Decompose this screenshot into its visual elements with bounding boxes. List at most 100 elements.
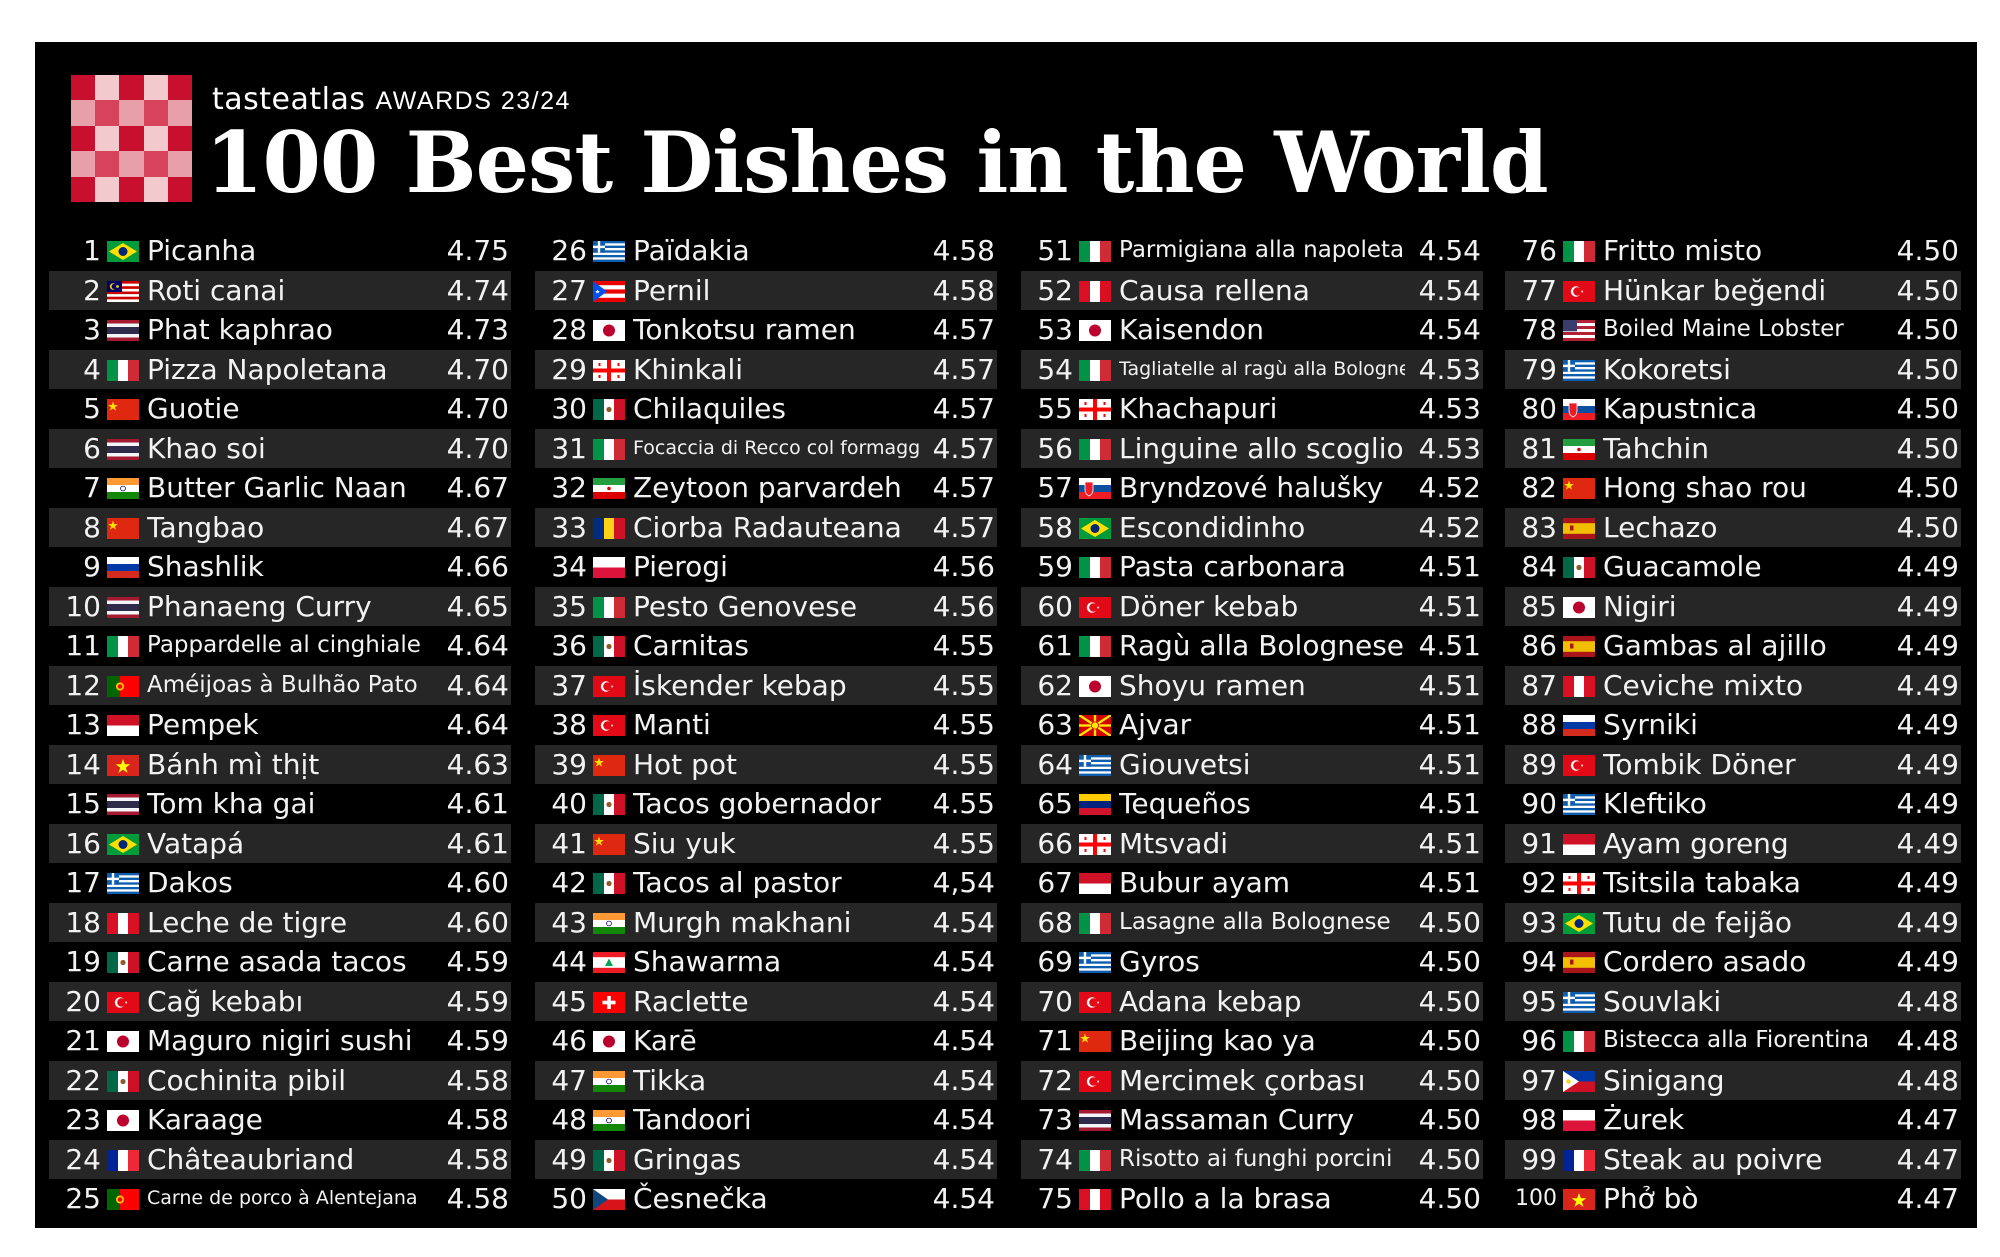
rank-number: 3 <box>83 313 101 346</box>
list-item: 4 Pizza Napoletana 4.70 <box>49 349 511 389</box>
dish-score: 4.60 <box>446 905 509 939</box>
dish-name: Souvlaki <box>1603 984 1722 1018</box>
rank-number: 23 <box>65 1103 101 1136</box>
dish-name: Hünkar beğendi <box>1603 273 1827 307</box>
rank-number: 31 <box>551 431 587 465</box>
rank-number: 72 <box>1037 1063 1073 1097</box>
dish-name: Tsitsila tabaka <box>1603 866 1801 899</box>
dish-score: 4.50 <box>1896 392 1959 425</box>
list-item: 19 Carne asada tacos 4.59 <box>49 942 511 982</box>
flag-france-icon <box>1563 1149 1595 1171</box>
rank-number: 19 <box>65 945 101 978</box>
list-item: 42 Tacos al pastor 4,54 <box>535 863 997 903</box>
flag-turkey-icon <box>1079 596 1111 618</box>
dish-name: Kokoretsi <box>1603 352 1731 386</box>
dish-score: 4.50 <box>1896 273 1959 307</box>
dish-name: Zeytoon parvardeh <box>633 471 902 504</box>
dish-score: 4.57 <box>932 431 995 465</box>
rank-number: 67 <box>1037 866 1073 899</box>
dish-score: 4.55 <box>932 708 995 741</box>
dish-score: 4.49 <box>1896 787 1959 820</box>
rank-number: 59 <box>1037 550 1073 583</box>
rank-number: 99 <box>1521 1142 1557 1176</box>
list-item: 13 Pempek 4.64 <box>49 705 511 745</box>
dish-name: Pappardelle al cinghiale <box>147 632 421 658</box>
flag-italy-icon <box>593 438 625 460</box>
rank-number: 5 <box>83 392 101 425</box>
dish-score: 4.49 <box>1896 668 1959 702</box>
dish-score: 4.61 <box>446 787 509 820</box>
flag-turkey-icon <box>593 715 625 736</box>
flag-vietnam-icon <box>107 754 139 776</box>
dish-score: 4.74 <box>446 273 509 307</box>
rank-number: 51 <box>1037 234 1073 267</box>
ranking-panel: tasteatlas AWARDS 23/24 100 Best Dishes … <box>35 42 1977 1228</box>
dish-name: Tacos al pastor <box>633 866 842 899</box>
list-item: 95 Souvlaki 4.48 <box>1505 981 1961 1021</box>
list-item: 85 Nigiri 4.49 <box>1505 586 1961 626</box>
flag-portugal-icon <box>107 1189 139 1210</box>
flag-mexico-icon <box>593 1149 625 1171</box>
dish-score: 4.57 <box>932 392 995 425</box>
dish-score: 4.49 <box>1896 550 1959 583</box>
dish-name: Guacamole <box>1603 550 1762 583</box>
dish-name: Carne asada tacos <box>147 945 407 978</box>
rank-number: 20 <box>65 984 101 1018</box>
rank-number: 43 <box>551 905 587 939</box>
dish-name: Massaman Curry <box>1119 1103 1355 1136</box>
dish-score: 4.50 <box>1896 234 1959 267</box>
rank-number: 17 <box>65 866 101 899</box>
dish-score: 4.51 <box>1418 866 1481 899</box>
flag-slovakia-icon <box>1079 478 1111 499</box>
rank-number: 65 <box>1037 787 1073 820</box>
rank-number: 18 <box>65 905 101 939</box>
rank-number: 4 <box>83 352 101 386</box>
dish-score: 4.55 <box>932 787 995 820</box>
dish-score: 4.49 <box>1896 589 1959 623</box>
rank-number: 55 <box>1037 392 1073 425</box>
list-item: 58 Escondidinho 4.52 <box>1021 507 1483 547</box>
dish-score: 4.54 <box>1418 273 1481 307</box>
rank-number: 32 <box>551 471 587 504</box>
flag-slovakia-icon <box>1563 399 1595 420</box>
flag-vietnam-icon <box>1563 1189 1595 1210</box>
dish-name: Risotto ai funghi porcini <box>1119 1145 1393 1172</box>
list-item: 98 Żurek 4.47 <box>1505 1100 1961 1140</box>
list-item: 55 Khachapuri 4.53 <box>1021 389 1483 429</box>
dish-name: Maguro nigiri sushi <box>147 1024 413 1057</box>
dish-name: Lechazo <box>1603 510 1718 544</box>
list-item: 20 Cağ kebabı 4.59 <box>49 981 511 1021</box>
dish-score: 4.53 <box>1418 392 1481 425</box>
flag-india-icon <box>593 1110 625 1131</box>
list-item: 72 Mercimek çorbası 4.50 <box>1021 1060 1483 1100</box>
list-item: 7 Butter Garlic Naan 4.67 <box>49 468 511 508</box>
list-item: 15 Tom kha gai 4.61 <box>49 784 511 824</box>
list-item: 83 Lechazo 4.50 <box>1505 507 1961 547</box>
dish-score: 4.70 <box>446 392 509 425</box>
dish-name: Gyros <box>1119 945 1200 978</box>
flag-thailand-icon <box>107 794 139 815</box>
list-item: 36 Carnitas 4.55 <box>535 626 997 666</box>
list-item: 81 Tahchin 4.50 <box>1505 428 1961 468</box>
flag-greece-icon <box>1563 794 1595 815</box>
dish-score: 4.67 <box>446 510 509 544</box>
dish-name: Cordero asado <box>1603 945 1807 978</box>
rank-number: 90 <box>1521 787 1557 820</box>
list-item: 48 Tandoori 4.54 <box>535 1100 997 1140</box>
dish-name: Gringas <box>633 1142 742 1176</box>
dish-name: Carne de porco à Alentejana <box>147 1187 418 1209</box>
rank-number: 2 <box>83 273 101 307</box>
dish-score: 4.51 <box>1418 787 1481 820</box>
list-item: 84 Guacamole 4.49 <box>1505 547 1961 587</box>
list-item: 90 Kleftiko 4.49 <box>1505 784 1961 824</box>
list-item: 86 Gambas al ajillo 4.49 <box>1505 626 1961 666</box>
flag-indonesia-icon <box>107 715 139 736</box>
dish-score: 4.50 <box>1896 352 1959 386</box>
dish-score: 4.51 <box>1418 589 1481 623</box>
list-item: 79 Kokoretsi 4.50 <box>1505 349 1961 389</box>
dish-score: 4.61 <box>446 826 509 860</box>
list-item: 73 Massaman Curry 4.50 <box>1021 1100 1483 1140</box>
list-item: 33 Ciorba Radauteana 4.57 <box>535 507 997 547</box>
dish-score: 4.54 <box>932 1142 995 1176</box>
list-item: 60 Döner kebab 4.51 <box>1021 586 1483 626</box>
